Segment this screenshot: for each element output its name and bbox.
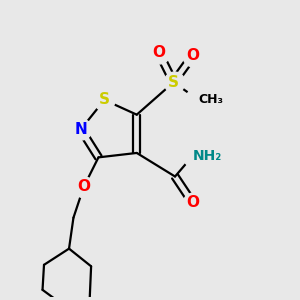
- Text: O: O: [152, 45, 165, 60]
- Text: CH₃: CH₃: [199, 93, 224, 106]
- Text: O: O: [77, 179, 90, 194]
- Text: NH₂: NH₂: [193, 149, 222, 163]
- Text: S: S: [99, 92, 110, 107]
- Text: O: O: [186, 48, 199, 63]
- Text: N: N: [74, 122, 87, 137]
- Text: S: S: [168, 75, 179, 90]
- Text: O: O: [186, 196, 199, 211]
